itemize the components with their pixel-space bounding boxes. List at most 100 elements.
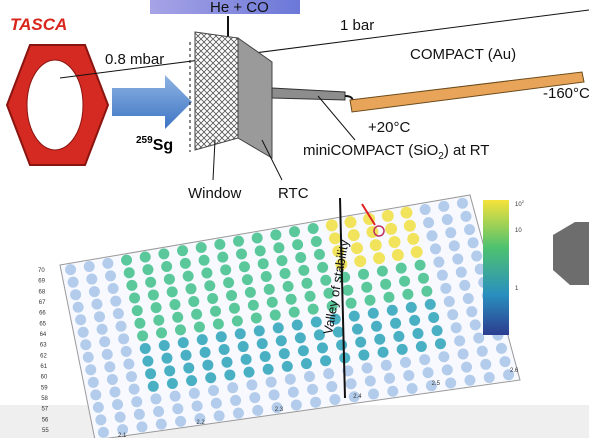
heatmap-blob	[192, 400, 203, 411]
heatmap-blob	[304, 371, 315, 382]
heatmap-blob	[463, 293, 474, 304]
heatmap-blob	[402, 289, 413, 300]
heatmap-blob	[342, 285, 353, 296]
heatmap-blob	[257, 338, 268, 349]
x-tick-label: 2.1	[118, 433, 127, 438]
heatmap-blob	[264, 284, 275, 295]
heatmap-blob	[113, 308, 124, 319]
heatmap-plot	[60, 195, 520, 438]
heatmap-blob	[123, 358, 134, 369]
heatmap-blob	[477, 346, 488, 357]
heatmap-blob	[273, 242, 284, 253]
heatmap-blob	[470, 319, 481, 330]
heatmap-blob	[129, 293, 140, 304]
heatmap-blob	[78, 327, 89, 338]
heatmap-blob	[80, 339, 91, 350]
heatmap-blob	[442, 364, 453, 375]
heatmap-blob	[214, 410, 225, 421]
heatmap-blob	[239, 261, 250, 272]
heatmap-blob	[425, 299, 436, 310]
heatmap-blob	[393, 331, 404, 342]
heatmap-blob	[346, 378, 357, 389]
heatmap-blob	[91, 299, 102, 310]
heatmap-blob	[355, 337, 366, 348]
heatmap-blob	[310, 397, 321, 408]
heatmap-blob	[201, 267, 212, 278]
heatmap-blob	[323, 368, 334, 379]
heatmap-blob	[241, 354, 252, 365]
heatmap-blob	[289, 307, 300, 318]
heatmap-blob	[207, 293, 218, 304]
heatmap-blob	[210, 306, 221, 317]
heatmap-blob	[449, 240, 460, 251]
heatmap-blob	[227, 382, 238, 393]
heatmap-blob	[191, 309, 202, 320]
heatmap-blob	[442, 214, 453, 225]
heatmap-blob	[320, 355, 331, 366]
heatmap-blob	[115, 412, 126, 423]
heatmap-blob	[220, 264, 231, 275]
isotope-label: 259Sg	[136, 135, 173, 154]
heatmap-blob	[435, 338, 446, 349]
heatmap-blob	[370, 239, 382, 251]
x-tick-label: 2.5	[432, 381, 441, 387]
heatmap-blob	[295, 332, 306, 343]
y-tick-label: 70	[38, 268, 45, 274]
heatmap-blob	[233, 408, 244, 419]
heatmap-blob	[98, 427, 109, 438]
heatmap-blob	[204, 280, 215, 291]
heatmap-blob	[252, 233, 263, 244]
heatmap-blob	[126, 280, 137, 291]
heatmap-blob	[403, 370, 414, 381]
heatmap-blob	[285, 374, 296, 385]
heatmap-blob	[378, 347, 389, 358]
heatmap-blob	[438, 201, 449, 212]
heatmap-blob	[216, 331, 227, 342]
heatmap-blob	[236, 248, 247, 259]
heatmap-blob	[279, 348, 290, 359]
heatmap-blob	[374, 334, 385, 345]
heatmap-blob	[156, 419, 167, 430]
heatmap-blob	[226, 290, 237, 301]
heatmap-blob	[200, 347, 211, 358]
heatmap-blob	[412, 328, 423, 339]
heatmap-blob	[380, 279, 391, 290]
heatmap-blob	[404, 220, 416, 232]
heatmap-blob	[170, 391, 181, 402]
heatmap-blob	[387, 386, 398, 397]
heatmap-blob	[177, 245, 188, 256]
heatmap-blob	[145, 277, 156, 288]
heatmap-blob	[248, 300, 259, 311]
heatmap-blob	[232, 315, 243, 326]
heatmap-blob	[352, 324, 363, 335]
heatmap-blob	[181, 350, 192, 361]
heatmap-blob	[175, 324, 186, 335]
colorbar	[483, 200, 509, 335]
heatmap-blob	[423, 367, 434, 378]
colorbar-label: 10	[515, 228, 522, 234]
pointer	[213, 140, 215, 180]
heatmap-blob	[129, 384, 140, 395]
heatmap-blob	[432, 325, 443, 336]
heatmap-blob	[249, 392, 260, 403]
heatmap-blob	[121, 346, 132, 357]
heatmap-blob	[411, 246, 423, 258]
heatmap-blob	[134, 318, 145, 329]
heatmap-blob	[224, 369, 235, 380]
heatmap-blob	[197, 334, 208, 345]
heatmap-blob	[396, 263, 407, 274]
heatmap-blob	[389, 236, 401, 248]
heatmap-blob	[94, 311, 105, 322]
heatmap-blob	[280, 268, 291, 279]
heatmap-blob	[459, 280, 470, 291]
heatmap-blob	[208, 385, 219, 396]
heatmap-blob	[409, 315, 420, 326]
heatmap-blob	[202, 360, 213, 371]
heatmap-blob	[153, 406, 164, 417]
heatmap-blob	[368, 388, 379, 399]
superscript: 259	[136, 135, 153, 146]
heatmap-blob	[183, 362, 194, 373]
heatmap-blob	[451, 322, 462, 333]
heatmap-blob	[292, 239, 303, 250]
heatmap-blob	[194, 321, 205, 332]
